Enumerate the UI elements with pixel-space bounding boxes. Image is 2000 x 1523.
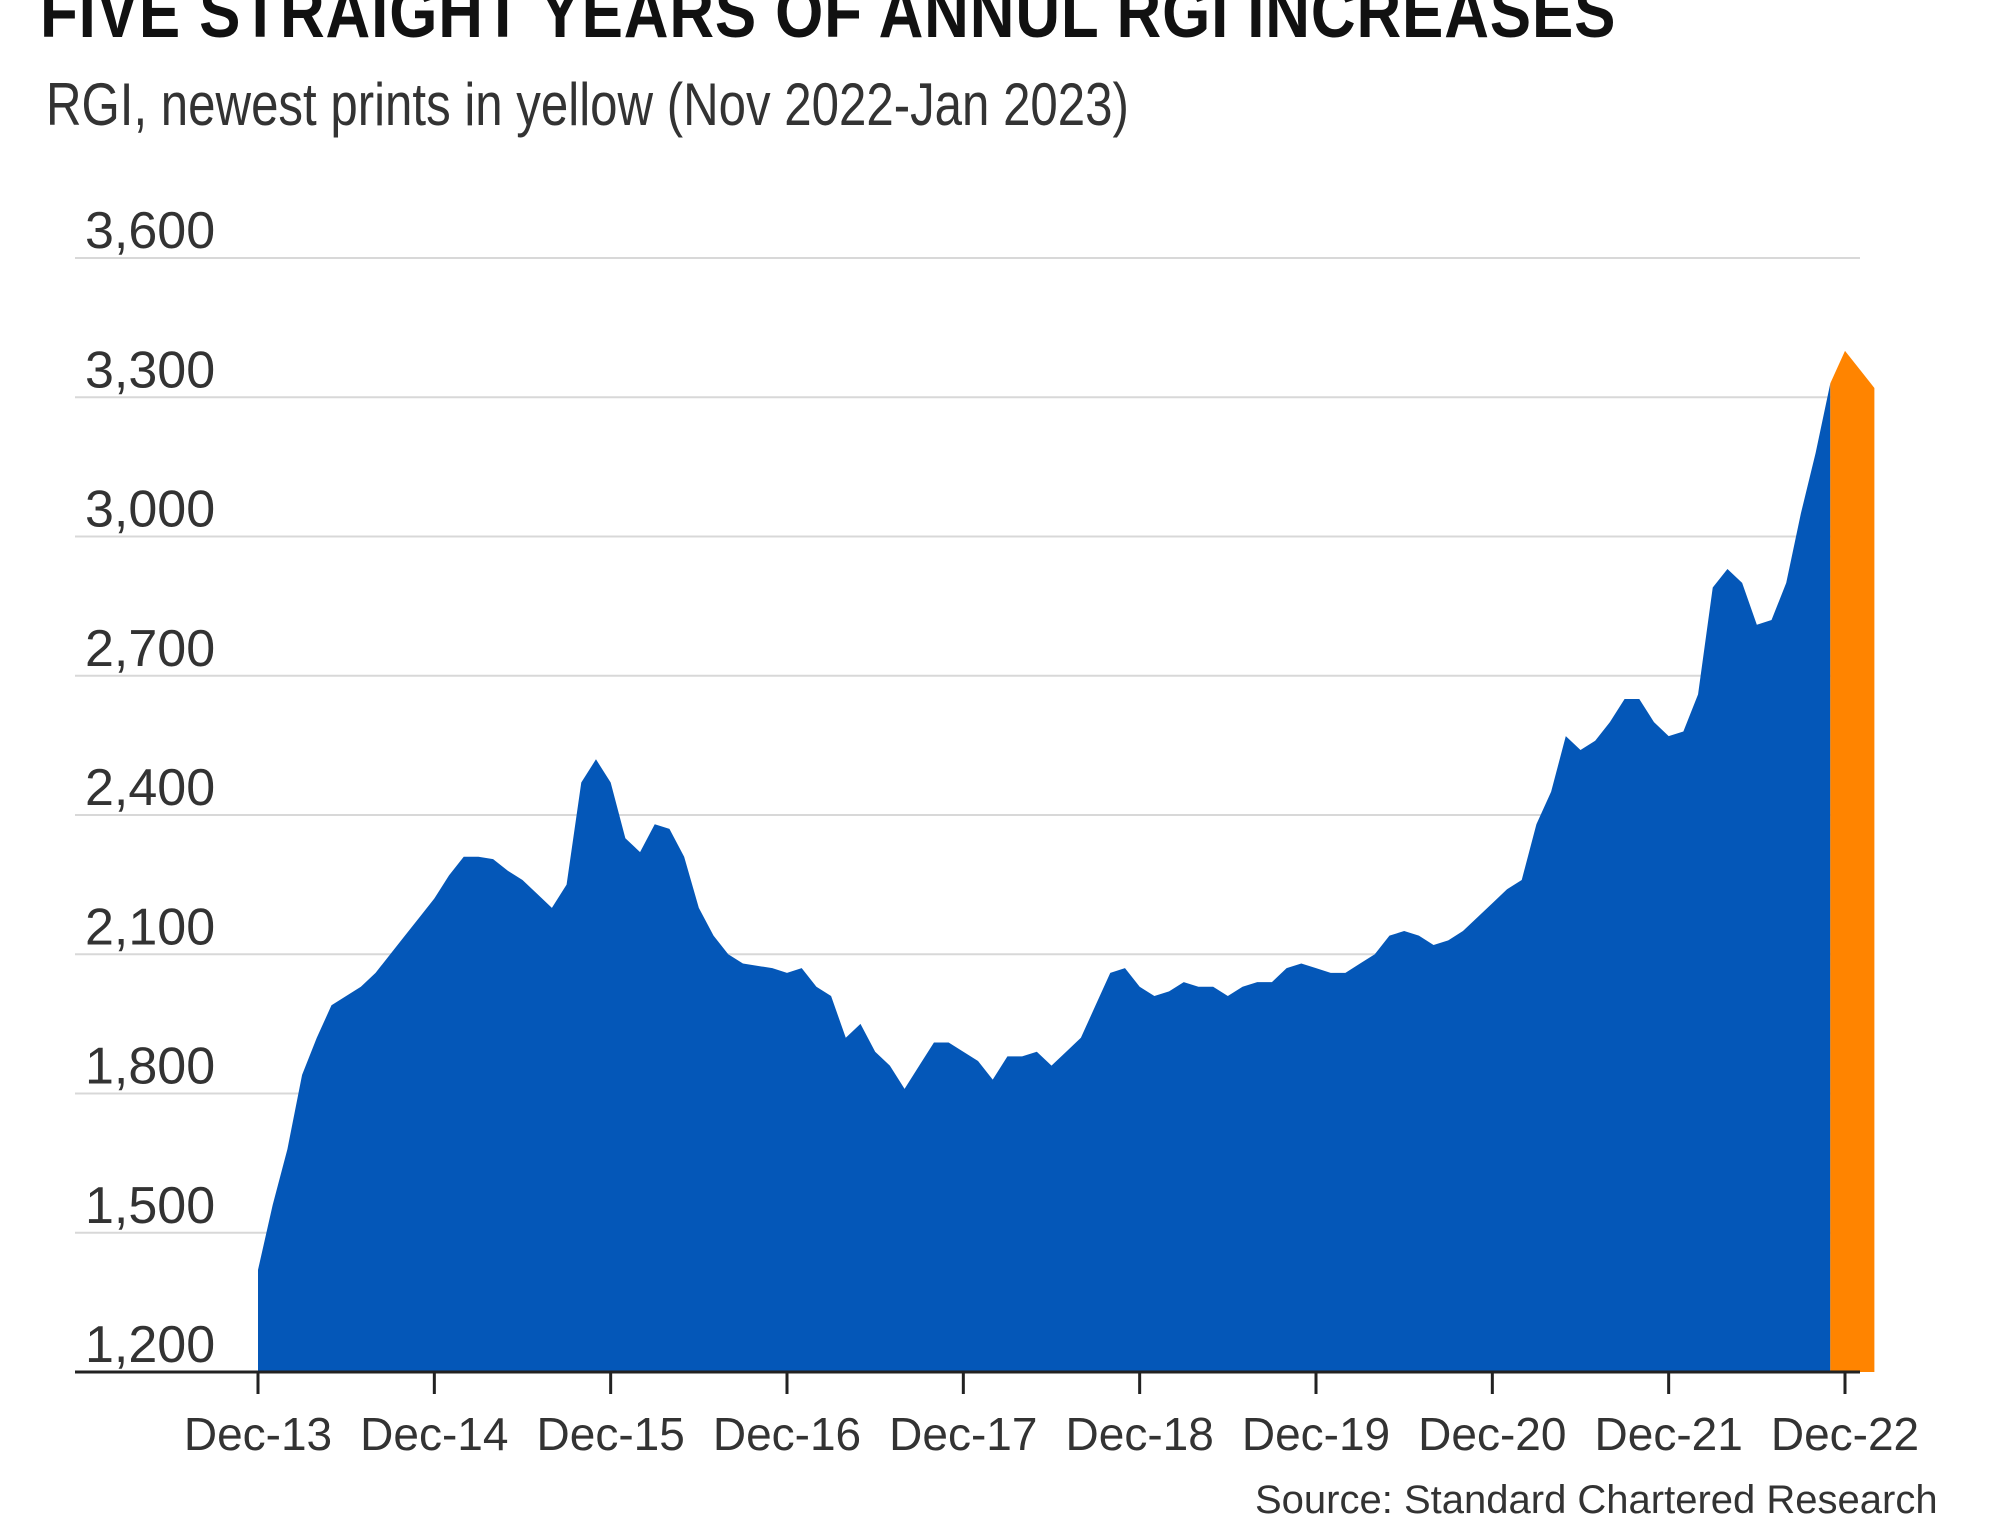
x-tick-label: Dec-20 — [1418, 1408, 1566, 1460]
y-tick-label: 3,300 — [85, 341, 215, 399]
x-tick-label: Dec-17 — [889, 1408, 1037, 1460]
y-tick-label: 3,600 — [85, 202, 215, 260]
x-tick-label: Dec-13 — [184, 1408, 332, 1460]
y-tick-label: 1,200 — [85, 1316, 215, 1374]
rgi-area — [258, 383, 1831, 1372]
newest-prints-area — [1830, 350, 1875, 1372]
y-tick-label: 2,100 — [85, 898, 215, 956]
x-tick-label: Dec-18 — [1066, 1408, 1214, 1460]
y-tick-label: 2,700 — [85, 620, 215, 678]
chart-title: FIVE STRAIGHT YEARS OF ANNUL RGI INCREAS… — [40, 0, 1617, 53]
y-tick-label: 1,500 — [85, 1177, 215, 1235]
source-note: Source: Standard Chartered Research — [1255, 1478, 1938, 1522]
x-tick-label: Dec-22 — [1771, 1408, 1919, 1460]
y-axis-ticks: 3,600 3,300 3,000 2,700 2,400 2,100 1,800 1,500… — [85, 202, 215, 1374]
y-tick-label: 1,800 — [85, 1038, 215, 1096]
x-axis-ticks: Dec-13 Dec-14 Dec-15 Dec-16 Dec-17 Dec-18 Dec-… — [184, 1372, 1919, 1460]
y-tick-label: 3,000 — [85, 481, 215, 539]
x-tick-label: Dec-14 — [360, 1408, 508, 1460]
x-tick-label: Dec-19 — [1242, 1408, 1390, 1460]
x-tick-label: Dec-21 — [1595, 1408, 1743, 1460]
area-series — [258, 350, 1875, 1372]
y-tick-label: 2,400 — [85, 759, 215, 817]
x-tick-label: Dec-15 — [537, 1408, 685, 1460]
chart-subtitle: RGI, newest prints in yellow (Nov 2022-J… — [46, 71, 1129, 138]
x-tick-label: Dec-16 — [713, 1408, 861, 1460]
